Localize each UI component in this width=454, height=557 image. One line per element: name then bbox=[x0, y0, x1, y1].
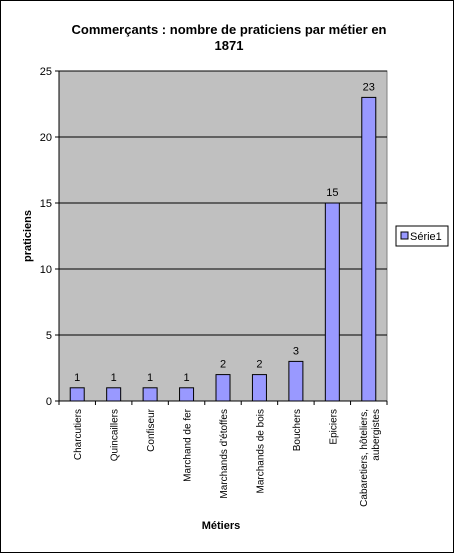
legend: Série1 bbox=[395, 225, 449, 247]
y-axis-title: praticiens bbox=[22, 210, 34, 262]
y-tick-label: 5 bbox=[46, 330, 52, 342]
bar bbox=[361, 96, 377, 402]
x-category-label: Marchands de bois bbox=[255, 409, 266, 494]
x-category-label-line: Marchands d'étoffes bbox=[219, 409, 230, 499]
y-tick-label: 0 bbox=[46, 396, 52, 408]
bar bbox=[179, 387, 195, 402]
legend-box bbox=[395, 225, 449, 247]
bars bbox=[69, 96, 377, 402]
x-category-label: Marchands d'étoffes bbox=[219, 409, 230, 499]
x-category-label: Charcutiers bbox=[73, 409, 84, 460]
x-axis-title: Métiers bbox=[202, 520, 241, 532]
data-label: 1 bbox=[183, 372, 189, 384]
bar bbox=[324, 202, 340, 402]
x-category-label: Bouchers bbox=[292, 409, 303, 451]
category-labels: Charcutiers Quincaillers Confiseur Marchand… bbox=[73, 408, 382, 506]
y-tick-label: 15 bbox=[40, 198, 52, 210]
bar bbox=[251, 374, 267, 402]
chart-title-line-2: 1871 bbox=[215, 38, 244, 53]
bar bbox=[215, 374, 231, 402]
chart-title-line-1: Commerçants : nombre de praticiens par m… bbox=[72, 22, 387, 37]
data-label: 3 bbox=[293, 345, 299, 357]
x-category-label-line: aubergistes bbox=[371, 409, 382, 461]
data-label: 1 bbox=[147, 372, 153, 384]
bar bbox=[106, 387, 122, 402]
x-category-label: Cabaretiers, hôteliers,aubergistes bbox=[359, 409, 382, 507]
x-category-label-line: Charcutiers bbox=[73, 409, 84, 460]
legend-swatch-serie1 bbox=[400, 231, 409, 240]
data-label: 15 bbox=[326, 187, 338, 199]
data-label: 2 bbox=[256, 359, 262, 371]
x-category-label-line: Marchands de bois bbox=[255, 409, 266, 494]
bar bbox=[69, 387, 85, 402]
data-label: 23 bbox=[363, 81, 375, 93]
x-category-label-line: Cabaretiers, hôteliers, bbox=[359, 409, 370, 507]
x-category-label: Marchand de fer bbox=[183, 408, 194, 481]
legend-label-serie1: Série1 bbox=[410, 231, 442, 243]
x-category-label-line: Bouchers bbox=[292, 409, 303, 451]
data-label: 1 bbox=[111, 372, 117, 384]
y-tick-label: 25 bbox=[40, 66, 52, 78]
x-category-label-line: Epiciers bbox=[328, 409, 339, 445]
bar bbox=[288, 360, 304, 402]
axes: 0 5 10 15 20 25 bbox=[40, 66, 388, 408]
y-tick-label: 20 bbox=[40, 132, 52, 144]
bar bbox=[142, 387, 158, 402]
x-category-label-line: Marchand de fer bbox=[183, 408, 194, 481]
x-category-label-line: Quincaillers bbox=[110, 409, 121, 461]
data-label: 2 bbox=[220, 359, 226, 371]
x-category-label-line: Confiseur bbox=[146, 408, 157, 451]
data-label: 1 bbox=[74, 372, 80, 384]
y-tick-label: 10 bbox=[40, 264, 52, 276]
x-category-label: Confiseur bbox=[146, 408, 157, 451]
x-category-label: Epiciers bbox=[328, 409, 339, 445]
x-category-label: Quincaillers bbox=[110, 409, 121, 461]
